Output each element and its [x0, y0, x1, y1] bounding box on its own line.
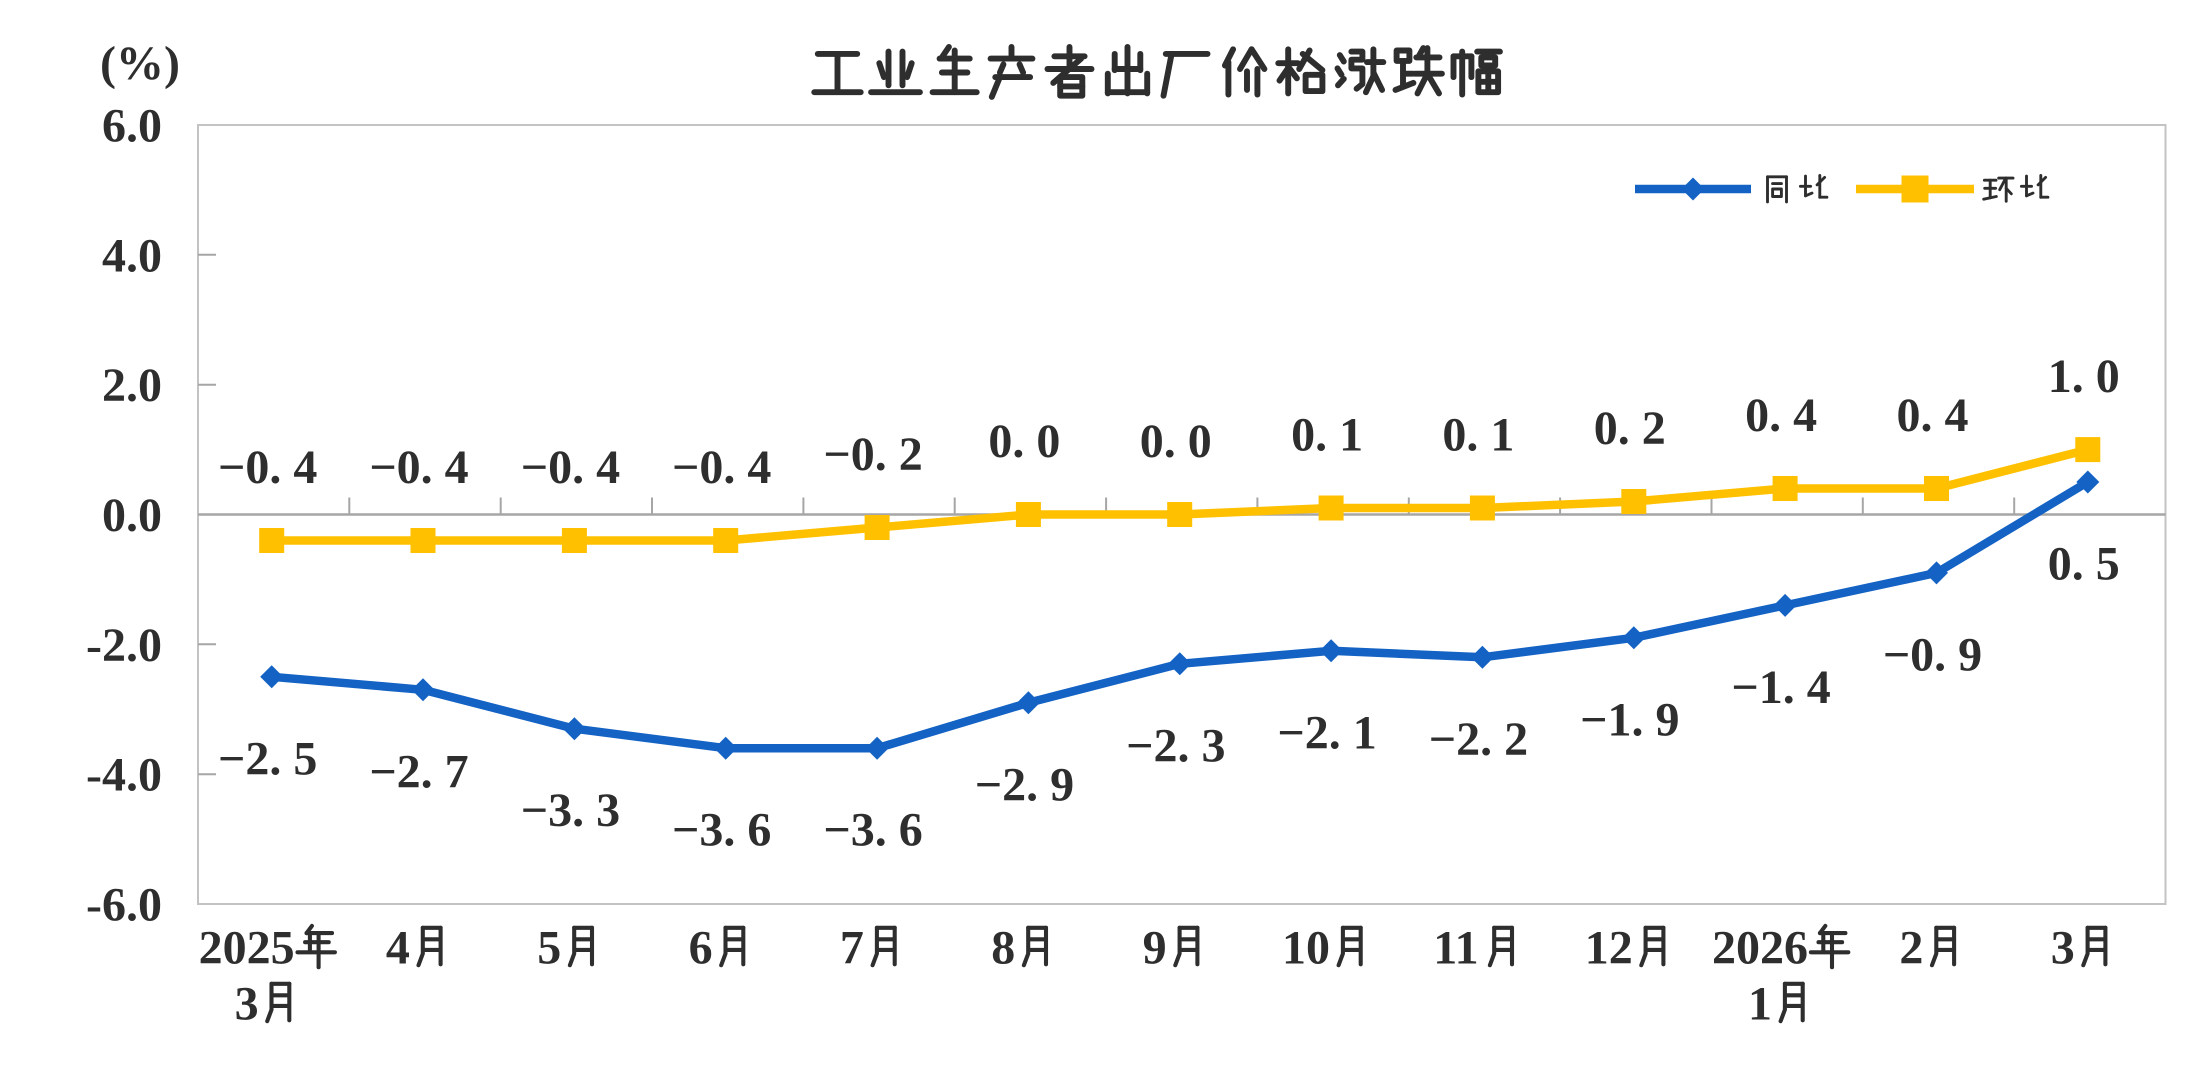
svg-text:−2. 5: −2. 5	[218, 732, 317, 785]
svg-text:−1. 9: −1. 9	[1580, 693, 1679, 746]
svg-text:−2. 9: −2. 9	[975, 758, 1074, 811]
svg-text:0.0: 0.0	[102, 489, 162, 542]
svg-text:3: 3	[235, 978, 259, 1031]
svg-text:(%): (%)	[100, 37, 180, 90]
svg-text:−0. 2: −0. 2	[823, 428, 922, 481]
svg-text:6: 6	[689, 922, 713, 975]
svg-text:1. 0: 1. 0	[2048, 350, 2120, 403]
svg-text:8: 8	[991, 922, 1015, 975]
svg-text:-2.0: -2.0	[86, 619, 162, 672]
svg-text:−2. 2: −2. 2	[1429, 713, 1528, 766]
svg-text:−2. 7: −2. 7	[369, 745, 468, 798]
svg-text:−2. 3: −2. 3	[1126, 719, 1225, 772]
svg-text:11: 11	[1433, 922, 1478, 975]
svg-text:2.0: 2.0	[102, 359, 162, 412]
svg-text:6.0: 6.0	[102, 100, 162, 153]
svg-text:−0. 9: −0. 9	[1883, 628, 1982, 681]
svg-text:2: 2	[1899, 922, 1923, 975]
svg-text:−3. 6: −3. 6	[823, 804, 922, 857]
svg-text:−3. 3: −3. 3	[521, 784, 620, 837]
svg-text:0. 1: 0. 1	[1291, 409, 1363, 462]
svg-text:12: 12	[1585, 922, 1633, 975]
svg-text:2026: 2026	[1712, 922, 1808, 975]
svg-text:3: 3	[2051, 922, 2075, 975]
svg-text:0. 0: 0. 0	[1140, 415, 1212, 468]
svg-text:0. 1: 0. 1	[1442, 409, 1514, 462]
svg-text:−0. 4: −0. 4	[218, 441, 317, 494]
svg-text:0. 0: 0. 0	[988, 415, 1060, 468]
svg-text:-6.0: -6.0	[86, 879, 162, 932]
svg-text:5: 5	[537, 922, 561, 975]
svg-text:4.0: 4.0	[102, 229, 162, 282]
svg-text:−0. 4: −0. 4	[369, 441, 468, 494]
svg-text:0. 4: 0. 4	[1745, 389, 1817, 442]
svg-text:7: 7	[840, 922, 864, 975]
svg-text:0. 5: 0. 5	[2048, 538, 2120, 591]
svg-text:0. 2: 0. 2	[1594, 402, 1666, 455]
svg-text:1: 1	[1748, 978, 1772, 1031]
svg-text:−2. 1: −2. 1	[1277, 706, 1376, 759]
svg-text:−3. 6: −3. 6	[672, 804, 771, 857]
svg-text:2025: 2025	[199, 922, 295, 975]
svg-text:−0. 4: −0. 4	[672, 441, 771, 494]
svg-text:0. 4: 0. 4	[1897, 389, 1969, 442]
svg-text:−0. 4: −0. 4	[521, 441, 620, 494]
svg-text:4: 4	[386, 922, 410, 975]
svg-text:-4.0: -4.0	[86, 749, 162, 802]
svg-text:9: 9	[1143, 922, 1167, 975]
svg-text:−1. 4: −1. 4	[1731, 661, 1830, 714]
svg-text:10: 10	[1282, 922, 1330, 975]
